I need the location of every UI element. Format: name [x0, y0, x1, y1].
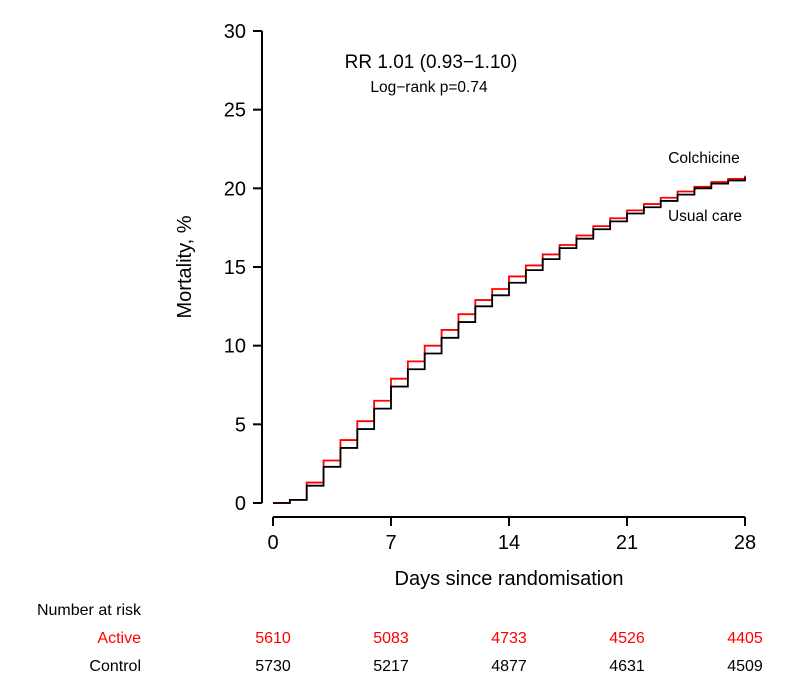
x-axis-tick-label: 0	[267, 532, 278, 554]
risk-value: 4405	[727, 630, 763, 647]
x-axis-title: Days since randomisation	[395, 568, 624, 590]
series-curve-usual-care	[273, 177, 746, 504]
risk-value: 4877	[491, 658, 527, 675]
risk-value: 5083	[373, 630, 409, 647]
risk-row-label-active: Active	[97, 630, 141, 647]
risk-row-label-control: Control	[89, 658, 141, 675]
y-axis-tick-label: 0	[235, 493, 246, 515]
y-axis-tick-label: 25	[224, 100, 246, 122]
y-axis-tick-label: 10	[224, 336, 246, 358]
annotation-rr: RR 1.01 (0.93−1.10)	[345, 52, 518, 73]
x-axis-tick-label: 21	[616, 532, 638, 554]
risk-value: 4631	[609, 658, 645, 675]
survival-chart-svg: 0 5 10 15 20 25 30 0 7 14 21 28 Mortality, % Days s…	[174, 21, 756, 590]
risk-value: 4509	[727, 658, 763, 675]
curve-label-usual-care: Usual care	[668, 208, 742, 225]
annotation-logrank: Log−rank p=0.74	[370, 79, 488, 96]
y-axis-tick-label: 5	[235, 414, 246, 436]
curve-label-colchicine: Colchicine	[668, 150, 740, 167]
x-axis-tick-label: 7	[385, 532, 396, 554]
chart-dynamic-layer: 0 5 10 15 20 25 30 0 7 14 21 28	[224, 21, 756, 554]
risk-table-title: Number at risk	[36, 602, 141, 619]
y-axis-tick-label: 20	[224, 178, 246, 200]
y-axis-title: Mortality, %	[174, 215, 196, 318]
risk-value: 4526	[609, 630, 645, 647]
x-axis-tick-label: 14	[498, 532, 520, 554]
risk-value: 5217	[373, 658, 409, 675]
risk-value: 4733	[491, 630, 527, 647]
x-axis-tick-label: 28	[734, 532, 756, 554]
y-axis-tick-label: 30	[224, 21, 246, 43]
y-axis-tick-label: 15	[224, 257, 246, 279]
risk-value: 5730	[255, 658, 291, 675]
risk-value: 5610	[255, 630, 291, 647]
